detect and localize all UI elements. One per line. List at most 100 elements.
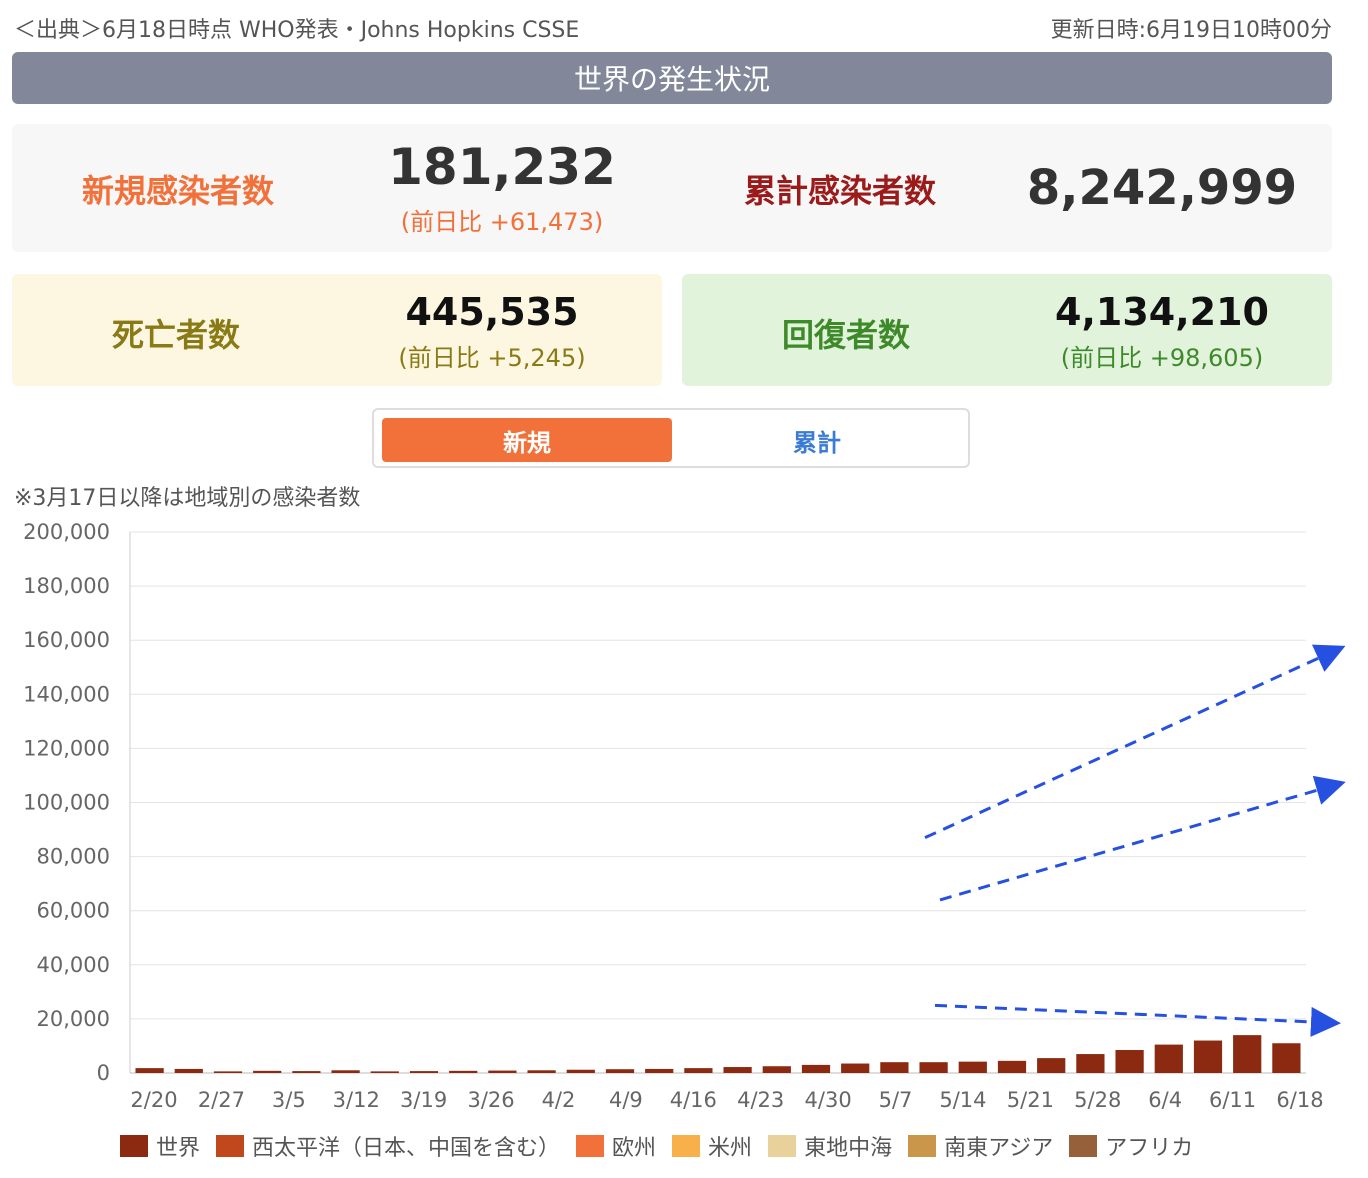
source-note: ＜出典＞6月18日時点 WHO発表・Johns Hopkins CSSE	[14, 18, 580, 43]
x-tick-label: 4/9	[609, 1088, 643, 1112]
updated-time: 更新日時:6月19日10時00分	[1050, 18, 1332, 43]
y-tick-label: 100,000	[23, 791, 110, 815]
recovered-value: 4,134,210	[1055, 290, 1269, 334]
bar-segment	[566, 1069, 595, 1073]
legend-item[interactable]: 米州	[672, 1130, 752, 1162]
legend-swatch	[576, 1135, 605, 1157]
x-tick-label: 2/27	[198, 1088, 245, 1112]
x-tick-label: 6/18	[1276, 1088, 1323, 1112]
x-tick-label: 3/12	[333, 1088, 380, 1112]
bar-segment	[292, 1071, 321, 1073]
bar-segment	[331, 1070, 360, 1073]
legend-label: 西太平洋（日本、中国を含む）	[252, 1136, 561, 1161]
bar-segment	[723, 1067, 752, 1073]
x-tick-label: 4/2	[542, 1088, 576, 1112]
y-tick-label: 120,000	[23, 736, 110, 760]
bar-segment	[645, 1068, 674, 1073]
view-toggle: 新規 累計	[372, 408, 970, 468]
trend-arrow	[934, 1003, 1341, 1037]
chart-note: ※3月17日以降は地域別の感染者数	[14, 486, 361, 511]
bar-segment	[1193, 1040, 1223, 1073]
bar-segment	[1233, 1035, 1262, 1073]
x-tick-label: 5/14	[939, 1088, 986, 1112]
total-cases-label: 累計感染者数	[744, 172, 937, 210]
bar-segment	[253, 1070, 282, 1073]
bar-segment	[488, 1070, 517, 1073]
total-cases-value: 8,242,999	[1026, 160, 1298, 216]
legend-label: 米州	[708, 1136, 753, 1161]
legend-item[interactable]: アフリカ	[1069, 1130, 1193, 1162]
bar-segment	[1037, 1058, 1066, 1073]
x-tick-label: 6/11	[1209, 1088, 1256, 1112]
trend-arrow	[924, 644, 1346, 840]
legend-item[interactable]: 西太平洋（日本、中国を含む）	[216, 1130, 560, 1162]
deaths-card: 死亡者数 445,535 (前日比 +5,245)	[12, 274, 662, 386]
bar-segment	[527, 1070, 556, 1073]
deaths-label: 死亡者数	[112, 316, 241, 354]
x-tick-label: 5/21	[1007, 1088, 1054, 1112]
bar-segment	[958, 1061, 987, 1073]
x-tick-label: 3/19	[400, 1088, 447, 1112]
deaths-value: 445,535	[405, 290, 579, 334]
legend-label: 世界	[156, 1136, 201, 1161]
new-cases-chart: 0 20,000 40,000 60,000 80,000 100,000 120,000 1…	[23, 520, 1346, 1112]
x-tick-label: 3/5	[272, 1088, 306, 1112]
bar-segment	[449, 1070, 478, 1073]
legend-label: 南東アジア	[944, 1136, 1054, 1161]
bar-segment	[801, 1064, 831, 1073]
bar-segment	[1076, 1054, 1105, 1073]
bar-segment	[762, 1066, 791, 1073]
y-tick-label: 160,000	[23, 628, 110, 652]
bar-segment	[409, 1071, 439, 1073]
y-tick-label: 80,000	[37, 845, 110, 869]
bar-segment	[605, 1069, 635, 1073]
x-tick-label: 4/23	[737, 1088, 784, 1112]
bar-segment	[880, 1062, 909, 1073]
toggle-cumulative-button[interactable]: 累計	[672, 418, 962, 462]
y-tick-label: 0	[97, 1061, 110, 1085]
legend-label: 欧州	[612, 1136, 657, 1161]
bar-segment	[213, 1071, 243, 1073]
legend-item[interactable]: 南東アジア	[908, 1130, 1053, 1162]
bar-segment	[370, 1071, 399, 1073]
x-tick-label: 5/28	[1074, 1088, 1121, 1112]
legend-item[interactable]: 世界	[120, 1130, 200, 1162]
bar-segment	[1115, 1050, 1144, 1073]
y-tick-label: 40,000	[37, 953, 110, 977]
deaths-delta: (前日比 +5,245)	[398, 344, 586, 372]
y-tick-label: 200,000	[23, 520, 110, 544]
legend-item[interactable]: 欧州	[576, 1130, 656, 1162]
new-cases-delta: (前日比 +61,473)	[400, 208, 604, 236]
legend-swatch	[120, 1135, 148, 1157]
y-tick-label: 60,000	[37, 899, 110, 923]
x-tick-label: 4/30	[805, 1088, 852, 1112]
legend-swatch	[1069, 1135, 1098, 1157]
bar-segment	[135, 1068, 164, 1073]
toggle-new-button[interactable]: 新規	[382, 418, 672, 462]
x-tick-label: 6/4	[1148, 1088, 1182, 1112]
legend-swatch	[216, 1135, 245, 1157]
recovered-delta: (前日比 +98,605)	[1060, 344, 1264, 372]
x-tick-label: 5/7	[879, 1088, 913, 1112]
bar-segment	[919, 1062, 948, 1073]
infection-summary-card: 新規感染者数 181,232 (前日比 +61,473) 累計感染者数 8,24…	[12, 124, 1332, 252]
legend-swatch	[908, 1135, 937, 1157]
x-tick-label: 2/20	[130, 1088, 177, 1112]
bar-segment	[684, 1068, 713, 1073]
bar-segment	[997, 1060, 1027, 1073]
bar-segment	[1154, 1044, 1183, 1073]
legend-label: 東地中海	[804, 1136, 893, 1161]
bar-segment	[174, 1068, 203, 1073]
x-tick-label: 3/26	[467, 1088, 514, 1112]
bar-segment	[1272, 1043, 1301, 1073]
legend-swatch	[768, 1135, 797, 1157]
y-tick-label: 140,000	[23, 682, 110, 706]
new-cases-value: 181,232	[388, 138, 616, 196]
legend-item[interactable]: 東地中海	[768, 1130, 892, 1162]
trend-arrow	[939, 775, 1346, 902]
bar-segment	[841, 1063, 870, 1073]
x-tick-label: 4/16	[670, 1088, 717, 1112]
section-title: 世界の発生状況	[12, 52, 1332, 104]
chart-legend: 世界 西太平洋（日本、中国を含む） 欧州 米州 東地中海 南東アジア アフリカ	[120, 1130, 1193, 1162]
new-cases-label: 新規感染者数	[82, 172, 275, 210]
